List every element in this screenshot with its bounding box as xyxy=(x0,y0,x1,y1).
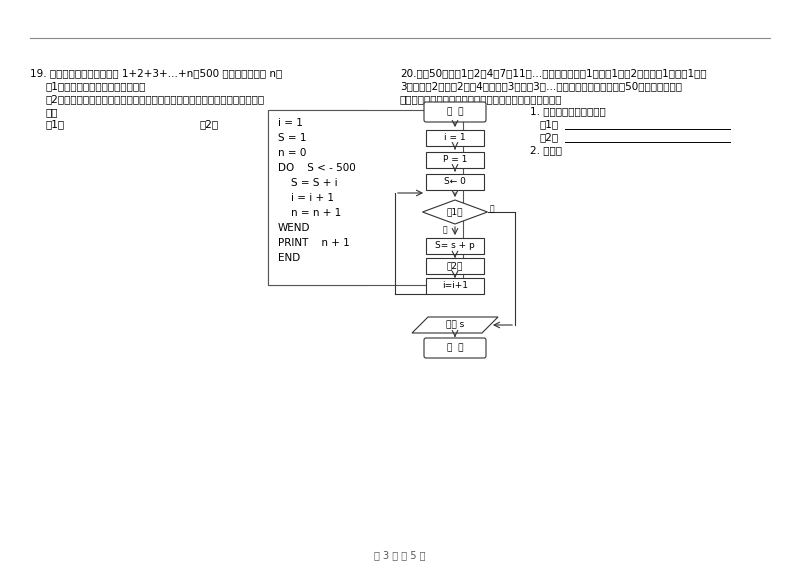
Text: S← 0: S← 0 xyxy=(444,177,466,186)
Text: WEND: WEND xyxy=(278,223,310,233)
Text: 19. 根据下面的要求，求满足 1+2+3+…+n＞500 的最小的自然数 n。: 19. 根据下面的要求，求满足 1+2+3+…+n＞500 的最小的自然数 n。 xyxy=(30,68,282,78)
Text: （2）: （2） xyxy=(200,119,219,129)
Text: 解：: 解： xyxy=(46,107,58,117)
Text: i = i + 1: i = i + 1 xyxy=(278,193,334,203)
Text: 结  束: 结 束 xyxy=(446,344,463,353)
Text: PRINT    n + 1: PRINT n + 1 xyxy=(278,238,350,248)
Text: （2）: （2） xyxy=(447,262,463,271)
Text: （2）以下是解决该问题的一个程序，但有几处错误，请找出错误并予以更正。: （2）以下是解决该问题的一个程序，但有几处错误，请找出错误并予以更正。 xyxy=(46,94,265,104)
Text: n = 0: n = 0 xyxy=(278,148,306,158)
Text: 2. 程序：: 2. 程序： xyxy=(530,145,562,155)
Bar xyxy=(426,258,484,274)
Text: i = 1: i = 1 xyxy=(444,133,466,142)
Text: （1）: （1） xyxy=(446,207,463,216)
Polygon shape xyxy=(422,200,487,224)
Text: END: END xyxy=(278,253,300,263)
FancyBboxPatch shape xyxy=(424,102,486,122)
Text: （2）: （2） xyxy=(540,132,559,142)
FancyBboxPatch shape xyxy=(424,338,486,358)
Text: S = 1: S = 1 xyxy=(278,133,306,143)
Text: S= s + p: S= s + p xyxy=(435,241,475,250)
Text: i = 1: i = 1 xyxy=(278,118,303,128)
Text: （1）: （1） xyxy=(540,119,559,129)
Text: 3个数比第2个数大2，第4个数比第3个数大3，…，以此类推，要求计算这50个数的和，先将: 3个数比第2个数大2，第4个数比第3个数大3，…，以此类推，要求计算这50个数的… xyxy=(400,81,682,91)
Text: n = n + 1: n = n + 1 xyxy=(278,208,342,218)
Text: 是: 是 xyxy=(442,225,447,234)
Polygon shape xyxy=(412,317,498,333)
Text: 第 3 页 共 5 页: 第 3 页 共 5 页 xyxy=(374,550,426,560)
Bar xyxy=(426,130,484,146)
Text: 否: 否 xyxy=(490,205,494,214)
Text: 1. 把程序框图补充完整：: 1. 把程序框图补充完整： xyxy=(530,106,606,116)
Text: 20.给出50个数，1，2，4，7，11，…，其规律是：第1个数是1，第2个数比第1个数大1，第: 20.给出50个数，1，2，4，7，11，…，其规律是：第1个数是1，第2个数比… xyxy=(400,68,706,78)
Text: （1）: （1） xyxy=(46,119,65,129)
Bar xyxy=(426,174,484,190)
Text: i=i+1: i=i+1 xyxy=(442,281,468,290)
Text: DO    S < - 500: DO S < - 500 xyxy=(278,163,356,173)
Bar xyxy=(268,110,368,285)
Text: 开  始: 开 始 xyxy=(446,107,463,116)
Text: P = 1: P = 1 xyxy=(443,155,467,164)
Bar xyxy=(426,152,484,168)
Text: 下面给出的程序框图补充完整，再根据程序框图写出程序。: 下面给出的程序框图补充完整，再根据程序框图写出程序。 xyxy=(400,94,562,104)
Bar xyxy=(268,110,463,285)
Text: S = S + i: S = S + i xyxy=(278,178,338,188)
Text: 输出 s: 输出 s xyxy=(446,320,464,329)
Bar xyxy=(426,238,484,254)
Bar xyxy=(426,278,484,294)
Text: （1）画出执行该问题的程序框图；: （1）画出执行该问题的程序框图； xyxy=(46,81,146,91)
